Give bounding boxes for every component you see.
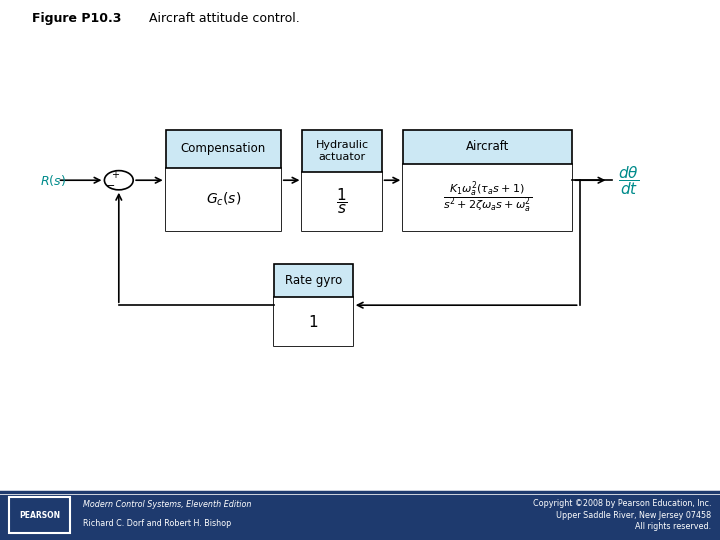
Text: $R(s)$: $R(s)$: [40, 173, 66, 188]
Bar: [403, 130, 572, 231]
Text: PEARSON: PEARSON: [19, 510, 60, 519]
Circle shape: [104, 171, 133, 190]
Text: Compensation: Compensation: [181, 143, 266, 156]
Text: All rights reserved.: All rights reserved.: [635, 522, 711, 531]
Text: Rate gyro: Rate gyro: [284, 274, 342, 287]
Bar: [166, 168, 281, 231]
Text: Modern Control Systems, Eleventh Edition: Modern Control Systems, Eleventh Edition: [83, 500, 251, 509]
Text: $1$: $1$: [308, 314, 318, 329]
Bar: [274, 264, 353, 346]
Text: Hydraulic
actuator: Hydraulic actuator: [315, 140, 369, 162]
Text: $\dfrac{d\theta}{dt}$: $\dfrac{d\theta}{dt}$: [618, 164, 639, 197]
Text: Aircraft: Aircraft: [466, 140, 510, 153]
Bar: [274, 297, 353, 346]
Bar: [403, 164, 572, 231]
Bar: [302, 172, 382, 231]
Bar: [0, 496, 720, 540]
Text: +: +: [111, 170, 120, 180]
Text: $\dfrac{1}{s}$: $\dfrac{1}{s}$: [336, 186, 348, 217]
Bar: [302, 130, 382, 231]
Text: $G_c(s)$: $G_c(s)$: [205, 191, 241, 208]
Text: Aircraft attitude control.: Aircraft attitude control.: [137, 12, 300, 25]
Text: $\dfrac{K_1\omega_a^2(\tau_a s+1)}{s^2+2\zeta\omega_a s+\omega_a^2}$: $\dfrac{K_1\omega_a^2(\tau_a s+1)}{s^2+2…: [444, 179, 532, 215]
Text: Copyright ©2008 by Pearson Education, Inc.: Copyright ©2008 by Pearson Education, In…: [533, 498, 711, 508]
Text: −: −: [106, 180, 116, 191]
Text: Figure P10.3: Figure P10.3: [32, 12, 122, 25]
Bar: [166, 130, 281, 231]
Bar: [9, 497, 70, 533]
Text: Upper Saddle River, New Jersey 07458: Upper Saddle River, New Jersey 07458: [557, 510, 711, 519]
Text: Richard C. Dorf and Robert H. Bishop: Richard C. Dorf and Robert H. Bishop: [83, 519, 231, 528]
